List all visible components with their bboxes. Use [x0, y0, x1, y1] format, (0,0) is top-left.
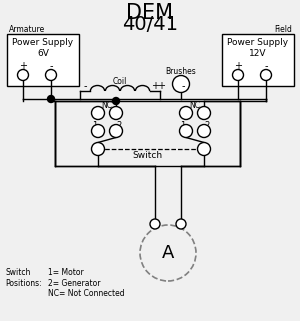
Circle shape: [112, 98, 119, 105]
Circle shape: [197, 143, 211, 155]
Text: 2: 2: [204, 120, 210, 129]
Text: -: -: [83, 81, 87, 91]
Circle shape: [17, 70, 28, 81]
Text: Armature: Armature: [9, 25, 45, 34]
Circle shape: [92, 143, 104, 155]
Text: 2: 2: [116, 120, 122, 129]
Text: +: +: [234, 61, 242, 71]
Circle shape: [47, 96, 55, 102]
Text: Power Supply
6V: Power Supply 6V: [12, 38, 74, 58]
Circle shape: [232, 70, 244, 81]
Circle shape: [179, 107, 193, 119]
Text: +: +: [151, 81, 159, 91]
Text: -: -: [181, 81, 185, 91]
Text: 1= Motor
2= Generator
NC= Not Connected: 1= Motor 2= Generator NC= Not Connected: [48, 268, 124, 298]
Text: +: +: [177, 220, 185, 229]
Circle shape: [150, 219, 160, 229]
Text: +: +: [157, 81, 165, 91]
Circle shape: [92, 125, 104, 137]
Circle shape: [179, 125, 193, 137]
Text: Coil: Coil: [113, 77, 127, 86]
Text: NC: NC: [190, 100, 200, 109]
Circle shape: [197, 107, 211, 119]
Text: Switch: Switch: [132, 152, 163, 160]
Text: Field: Field: [274, 25, 292, 34]
Text: NC: NC: [101, 100, 112, 109]
Bar: [7, 34, 79, 86]
Text: 1: 1: [180, 120, 186, 129]
Text: DEM: DEM: [127, 3, 173, 23]
Text: +: +: [19, 61, 27, 71]
Bar: [55, 101, 240, 166]
Circle shape: [140, 225, 196, 281]
Circle shape: [172, 75, 190, 92]
Circle shape: [46, 70, 56, 81]
Text: Brushes: Brushes: [166, 66, 197, 75]
Circle shape: [197, 125, 211, 137]
Circle shape: [92, 107, 104, 119]
Text: A: A: [162, 244, 174, 262]
Text: Switch
Positions:: Switch Positions:: [5, 268, 42, 288]
Text: 1: 1: [92, 120, 98, 129]
Bar: [222, 34, 294, 86]
Text: -: -: [264, 61, 268, 71]
Text: Power Supply
12V: Power Supply 12V: [227, 38, 289, 58]
Circle shape: [110, 125, 122, 137]
Text: -: -: [153, 220, 157, 229]
Circle shape: [176, 219, 186, 229]
Text: 40/41: 40/41: [122, 15, 178, 34]
Text: -: -: [49, 61, 53, 71]
Circle shape: [110, 107, 122, 119]
Circle shape: [260, 70, 272, 81]
